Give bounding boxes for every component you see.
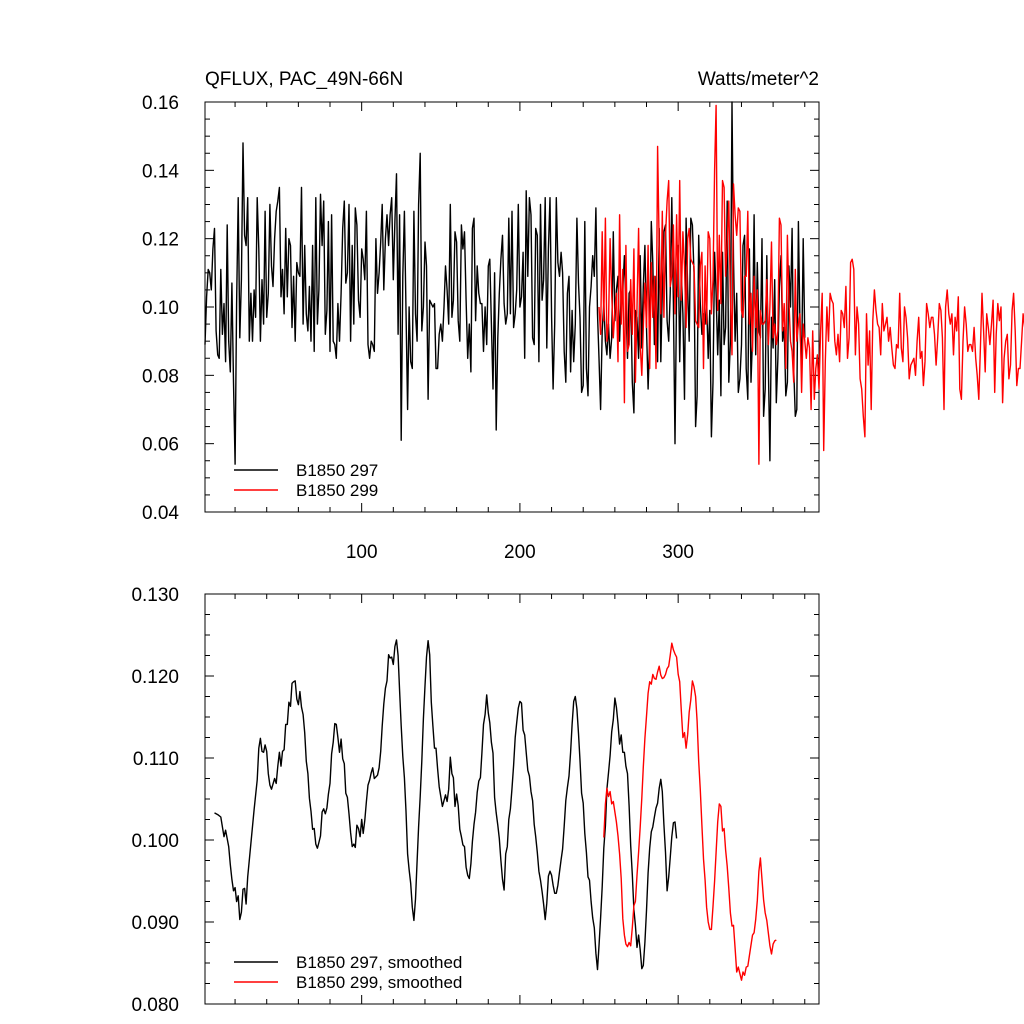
top-series-line-299 [598, 104, 1024, 465]
top-chart-title: QFLUX, PAC_49N-66N [205, 69, 403, 90]
top-series-group [204, 101, 1024, 465]
top-ytick-label: 0.14 [142, 161, 179, 182]
bottom-series-line-297 [214, 639, 678, 971]
top-ytick-label: 0.08 [142, 366, 179, 387]
bottom-legend: B1850 297, smoothed B1850 299, smoothed [234, 953, 462, 992]
bottom-legend-label-299: B1850 299, smoothed [296, 973, 462, 992]
bottom-legend-label-297: B1850 297, smoothed [296, 953, 462, 972]
top-xtick-label: 200 [504, 542, 536, 563]
bottom-panel: 0.080 0.090 0.100 0.110 0.120 0.130 B1850 297… [131, 585, 820, 1016]
bottom-y-axis: 0.080 0.090 0.100 0.110 0.120 0.130 [131, 585, 819, 1016]
top-chart-units: Watts/meter^2 [698, 69, 819, 90]
top-y-axis: 0.04 0.06 0.08 0.10 0.12 0.14 0.16 [142, 93, 819, 524]
top-ytick-label: 0.12 [142, 230, 179, 251]
top-xtick-label: 300 [662, 542, 694, 563]
bottom-ytick-label: 0.080 [131, 995, 179, 1016]
bottom-x-axis [234, 594, 806, 1004]
top-ytick-label: 0.04 [142, 503, 179, 524]
top-legend: B1850 297 B1850 299 [234, 461, 378, 500]
top-ytick-label: 0.16 [142, 93, 179, 114]
top-x-axis: 100 200 300 [234, 102, 806, 563]
bottom-series-line-299 [603, 642, 777, 981]
bottom-ytick-label: 0.130 [131, 585, 179, 606]
bottom-series-group [214, 639, 777, 981]
top-panel: QFLUX, PAC_49N-66N Watts/meter^2 0.040.0… [142, 69, 1024, 563]
bottom-ytick-label: 0.120 [131, 667, 179, 688]
bottom-ytick-label: 0.090 [131, 913, 179, 934]
bottom-ytick-label: 0.110 [133, 749, 179, 770]
top-ytick-label: 0.06 [142, 435, 179, 456]
top-legend-label-297: B1850 297 [296, 461, 378, 480]
top-legend-label-299: B1850 299 [296, 481, 378, 500]
top-ytick-label: 0.10 [142, 298, 179, 319]
top-xtick-label: 100 [346, 542, 378, 563]
bottom-ytick-label: 0.100 [131, 831, 179, 852]
